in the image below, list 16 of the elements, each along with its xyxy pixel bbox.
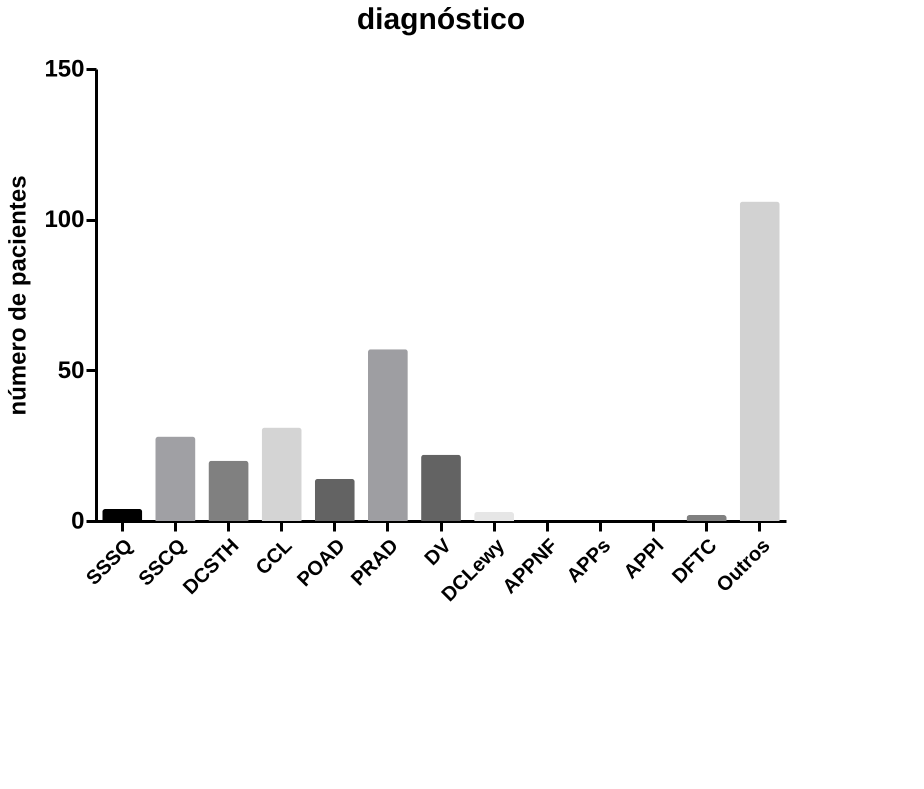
bar	[686, 514, 727, 521]
y-tick-label: 50	[58, 356, 84, 384]
bar	[262, 428, 302, 521]
bar	[155, 436, 196, 521]
bar	[740, 202, 780, 521]
bar	[208, 460, 248, 521]
bar	[314, 478, 355, 521]
y-tick-label: 100	[44, 206, 84, 234]
bar	[368, 349, 408, 521]
y-axis-title: número de pacientes	[4, 175, 32, 416]
chart-title: diagnóstico	[356, 3, 526, 36]
bar	[421, 454, 461, 521]
bar	[474, 512, 514, 521]
y-tick-label: 0	[71, 508, 84, 534]
x-tick-label: CCL	[252, 534, 296, 580]
y-tick-label: 150	[44, 56, 84, 82]
